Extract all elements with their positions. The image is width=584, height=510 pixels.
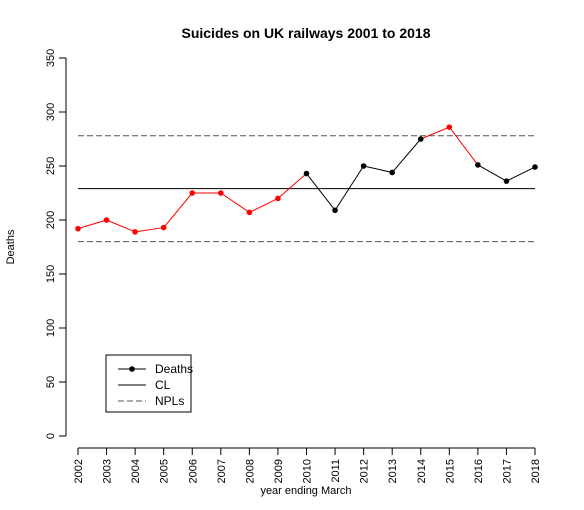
- data-point: [132, 229, 138, 235]
- y-tick-label: 350: [45, 49, 57, 67]
- x-tick-label: 2017: [501, 459, 513, 483]
- reference-lines: [78, 135, 535, 243]
- x-tick-label: 2004: [130, 459, 142, 483]
- y-tick-label: 100: [45, 319, 57, 337]
- legend-box: [105, 354, 192, 413]
- y-tick-label: 150: [45, 265, 57, 283]
- series-points: [75, 124, 538, 235]
- data-point: [360, 163, 367, 169]
- data-point: [503, 178, 510, 184]
- x-tick-label: 2009: [273, 459, 285, 483]
- legend: Deaths CL NPLs: [105, 354, 193, 413]
- legend-deaths-label: Deaths: [155, 362, 193, 376]
- series-segment: [363, 165, 393, 173]
- x-tick-label: 2007: [216, 459, 228, 483]
- data-point: [103, 217, 110, 223]
- series-segment: [391, 138, 422, 173]
- x-tick-label: 2016: [473, 459, 485, 483]
- x-tick-label: 2005: [159, 459, 171, 483]
- x-tick-label: 2013: [387, 459, 399, 483]
- legend-cl-label: CL: [155, 378, 171, 392]
- x-tick-label: 2003: [102, 459, 114, 483]
- y-tick-label: 50: [45, 376, 57, 388]
- x-ticks: 2002 2003 2004 2005 2006 2007 2008 2009 2010 2011…: [73, 448, 542, 483]
- data-point: [332, 207, 338, 214]
- data-point: [218, 190, 224, 196]
- data-point: [275, 195, 281, 202]
- data-point: [446, 124, 453, 130]
- series-segment: [77, 219, 107, 230]
- data-point: [417, 136, 424, 142]
- series-segment: [249, 197, 279, 213]
- data-point: [160, 224, 167, 231]
- x-axis-label: year ending March: [260, 485, 351, 497]
- y-tick-label: 250: [45, 157, 57, 175]
- x-tick-label: 2006: [187, 459, 199, 483]
- x-tick-label: 2010: [302, 459, 314, 483]
- y-axis-label: Deaths: [5, 229, 17, 264]
- data-point: [246, 209, 253, 216]
- series-segment: [106, 219, 136, 233]
- x-tick-label: 2002: [73, 459, 85, 483]
- series-lines: [77, 126, 536, 233]
- legend-deaths-marker: [129, 366, 135, 372]
- data-point: [389, 169, 395, 176]
- x-tick-label: 2015: [444, 459, 456, 483]
- data-point: [532, 164, 538, 170]
- data-point: [189, 190, 196, 196]
- series-segment: [420, 126, 450, 140]
- x-tick-label: 2012: [359, 459, 371, 483]
- y-tick-label: 0: [45, 433, 57, 439]
- y-tick-label: 200: [45, 211, 57, 229]
- series-segment: [220, 192, 250, 213]
- series-segment: [477, 164, 507, 182]
- series-segment: [135, 227, 164, 233]
- y-tick-label: 300: [45, 103, 57, 121]
- x-tick-label: 2014: [416, 459, 428, 483]
- series-segment: [163, 192, 193, 228]
- x-tick-label: 2011: [330, 459, 342, 483]
- series-segment: [334, 165, 365, 211]
- series-segment: [277, 173, 307, 199]
- series-segment: [448, 126, 479, 166]
- chart-title: Suicides on UK railways 2001 to 2018: [181, 25, 430, 41]
- series-segment: [506, 166, 536, 182]
- x-tick-label: 2018: [530, 459, 542, 483]
- data-point: [303, 170, 310, 177]
- x-tick-label: 2008: [244, 459, 256, 483]
- y-ticks: 0 50 100 150 200 250 300 350: [45, 49, 66, 439]
- legend-npl-label: NPLs: [155, 394, 184, 408]
- data-point: [475, 162, 481, 168]
- data-point: [75, 225, 81, 232]
- series-segment: [306, 173, 336, 211]
